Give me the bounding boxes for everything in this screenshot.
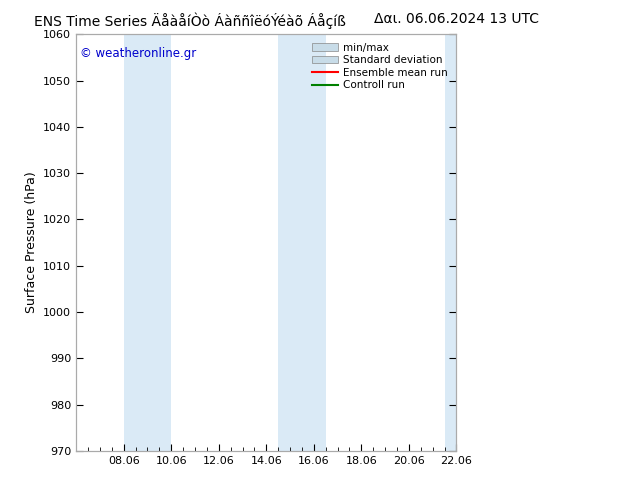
- Bar: [302, 34, 326, 451]
- Text: ENS Time Series ÄåàåíÒò ÁàññîëóÝéàõ Áåçíß: ENS Time Series ÄåàåíÒò ÁàññîëóÝéàõ Áåçí…: [34, 12, 346, 29]
- Bar: [147, 34, 171, 451]
- Bar: [124, 34, 147, 451]
- Text: Δαι. 06.06.2024 13 UTC: Δαι. 06.06.2024 13 UTC: [374, 12, 539, 26]
- Text: © weatheronline.gr: © weatheronline.gr: [80, 47, 196, 60]
- Bar: [278, 34, 302, 451]
- Bar: [444, 34, 456, 451]
- Legend: min/max, Standard deviation, Ensemble mean run, Controll run: min/max, Standard deviation, Ensemble me…: [309, 40, 451, 94]
- Y-axis label: Surface Pressure (hPa): Surface Pressure (hPa): [25, 172, 37, 314]
